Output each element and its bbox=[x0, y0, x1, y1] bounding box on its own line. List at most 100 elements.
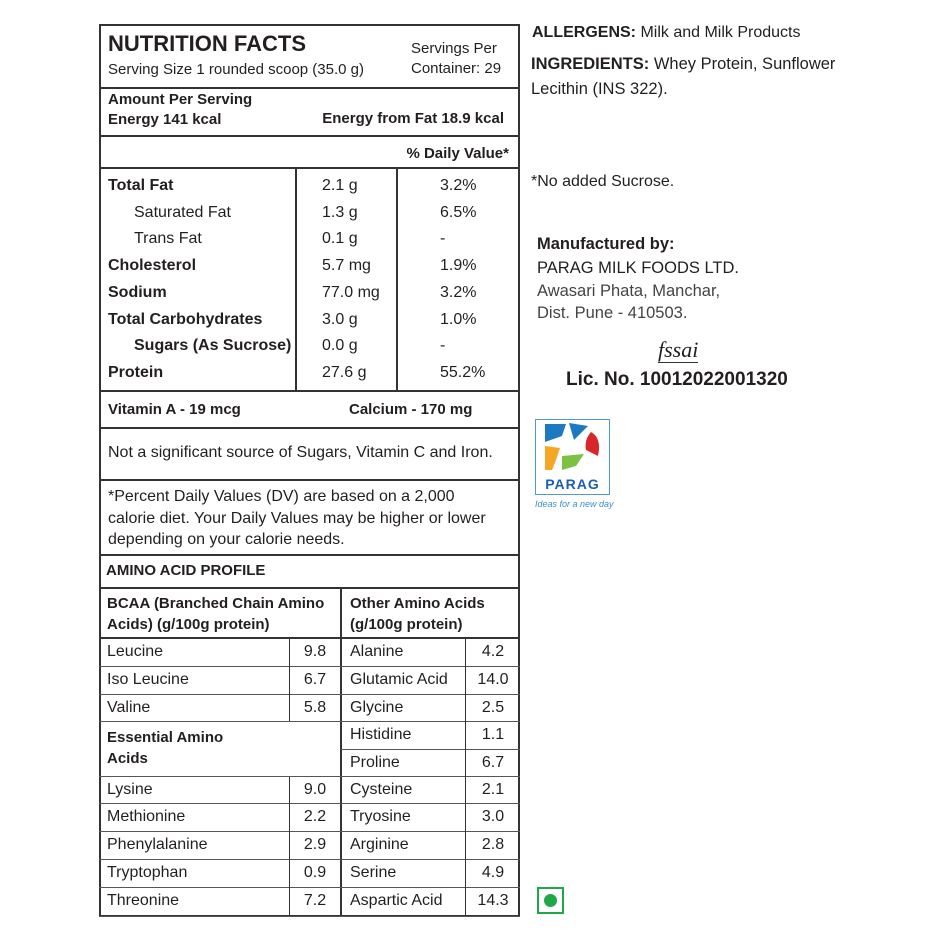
divider bbox=[465, 666, 466, 694]
amino-acid-value: 5.8 bbox=[303, 699, 327, 716]
divider bbox=[99, 666, 341, 667]
company-name: PARAG MILK FOODS LTD. bbox=[537, 259, 740, 277]
other-header: (g/100g protein) bbox=[350, 616, 463, 633]
amino-acid-value: 2.9 bbox=[303, 836, 327, 853]
servings-per-1: Servings Per bbox=[411, 40, 497, 57]
divider bbox=[289, 776, 290, 803]
servings-per-2: Container: 29 bbox=[411, 60, 502, 77]
divider bbox=[465, 859, 466, 887]
amino-acid-value: 9.0 bbox=[303, 781, 327, 798]
divider bbox=[465, 749, 466, 776]
bcaa-header: Acids) (g/100g protein) bbox=[107, 616, 270, 633]
amino-acid-value: 9.8 bbox=[303, 643, 327, 660]
divider bbox=[465, 776, 466, 803]
divider bbox=[396, 168, 398, 391]
nutrient-amount: 3.0 g bbox=[322, 310, 358, 328]
nutrient-amount: 5.7 mg bbox=[322, 257, 371, 275]
nutrient-name: Protein bbox=[108, 363, 164, 381]
amino-acid-name: Proline bbox=[350, 754, 400, 771]
amino-acid-value: 7.2 bbox=[303, 892, 327, 909]
ingredients-label: INGREDIENTS: bbox=[531, 55, 650, 73]
nutrient-amount: 27.6 g bbox=[322, 363, 367, 381]
amino-acid-value: 2.1 bbox=[481, 781, 505, 798]
amino-acid-name: Threonine bbox=[107, 892, 180, 909]
nutrient-daily-value: - bbox=[440, 337, 446, 355]
amino-acid-value: 3.0 bbox=[481, 808, 505, 825]
ingredients: INGREDIENTS: Whey Protein, Sunflower bbox=[531, 55, 835, 74]
amino-acid-name: Aspartic Acid bbox=[350, 892, 443, 909]
divider bbox=[465, 721, 466, 749]
energy-from-fat: Energy from Fat 18.9 kcal bbox=[322, 110, 504, 127]
divider bbox=[289, 638, 290, 666]
nutrient-name: Trans Fat bbox=[134, 230, 202, 248]
nutrient-daily-value: - bbox=[440, 230, 446, 248]
amino-acid-name: Cysteine bbox=[350, 781, 413, 798]
essential-header: Essential Amino bbox=[107, 729, 224, 746]
amino-acid-value: 14.3 bbox=[477, 892, 509, 909]
nutrient-name: Cholesterol bbox=[108, 257, 197, 275]
divider bbox=[341, 859, 520, 860]
nutrient-name: Sugars (As Sucrose) bbox=[134, 337, 292, 355]
calcium: Calcium - 170 mg bbox=[349, 401, 473, 418]
ingredients-value: Whey Protein, Sunflower bbox=[649, 55, 836, 73]
amino-acid-value: 4.9 bbox=[481, 864, 505, 881]
amino-acid-name: Glutamic Acid bbox=[350, 671, 448, 688]
nutrient-amount: 0.0 g bbox=[322, 337, 358, 355]
vitamin-a: Vitamin A - 19 mcg bbox=[108, 401, 241, 418]
tagline: Ideas for a new day bbox=[535, 499, 614, 509]
divider bbox=[99, 87, 520, 89]
nutrient-daily-value: 1.9% bbox=[440, 257, 477, 275]
divider bbox=[341, 916, 520, 917]
nutrient-name: Total Fat bbox=[108, 177, 174, 194]
divider bbox=[465, 887, 466, 916]
nutrient-daily-value: 3.2% bbox=[440, 283, 477, 301]
amino-acid-name: Serine bbox=[350, 864, 397, 881]
parag-logo: PARAG bbox=[535, 419, 610, 495]
divider bbox=[99, 390, 520, 392]
divider bbox=[465, 831, 466, 859]
amino-acid-name: Leucine bbox=[107, 643, 164, 660]
divider bbox=[341, 749, 520, 750]
ingredients-line-2: Lecithin (INS 322). bbox=[531, 80, 668, 98]
divider bbox=[289, 887, 290, 916]
divider bbox=[341, 803, 520, 804]
divider bbox=[99, 887, 341, 888]
divider bbox=[295, 168, 297, 391]
veg-symbol-icon bbox=[537, 887, 564, 914]
amino-acid-name: Phenylalanine bbox=[107, 836, 208, 853]
amino-acid-value: 14.0 bbox=[477, 671, 509, 688]
daily-value-header: % Daily Value* bbox=[406, 145, 509, 162]
allergens-value: Milk and Milk Products bbox=[636, 24, 801, 41]
divider bbox=[99, 554, 520, 556]
divider bbox=[289, 859, 290, 887]
address-line: Dist. Pune - 410503. bbox=[537, 304, 688, 322]
other-header: Other Amino Acids bbox=[350, 595, 485, 612]
no-added-sucrose: *No added Sucrose. bbox=[531, 173, 675, 190]
amino-acid-name: Lysine bbox=[107, 781, 153, 798]
energy: Energy 141 kcal bbox=[108, 111, 222, 128]
amino-acid-value: 2.5 bbox=[481, 699, 505, 716]
allergens: ALLERGENS: Milk and Milk Products bbox=[532, 24, 801, 42]
manufactured-by: Manufactured by: bbox=[537, 235, 675, 253]
nutrient-daily-value: 1.0% bbox=[440, 310, 477, 328]
nutrient-amount: 1.3 g bbox=[322, 203, 358, 221]
footnote-line: calorie diet. Your Daily Values may be h… bbox=[108, 510, 486, 527]
nutrient-amount: 2.1 g bbox=[322, 177, 358, 194]
nutrient-daily-value: 6.5% bbox=[440, 203, 477, 221]
footnote-line: depending on your calorie needs. bbox=[108, 531, 345, 548]
divider bbox=[99, 859, 341, 860]
divider bbox=[99, 694, 341, 695]
amino-acid-value: 2.8 bbox=[481, 836, 505, 853]
brand-name: PARAG bbox=[545, 476, 600, 492]
divider bbox=[99, 916, 341, 917]
divider bbox=[341, 666, 520, 667]
divider bbox=[341, 831, 520, 832]
divider bbox=[465, 638, 466, 666]
address-line: Awasari Phata, Manchar, bbox=[537, 282, 721, 300]
divider bbox=[99, 721, 341, 722]
parag-logo-icon bbox=[545, 423, 600, 470]
divider bbox=[289, 831, 290, 859]
divider bbox=[99, 776, 341, 777]
divider bbox=[99, 427, 520, 429]
divider bbox=[99, 831, 341, 832]
